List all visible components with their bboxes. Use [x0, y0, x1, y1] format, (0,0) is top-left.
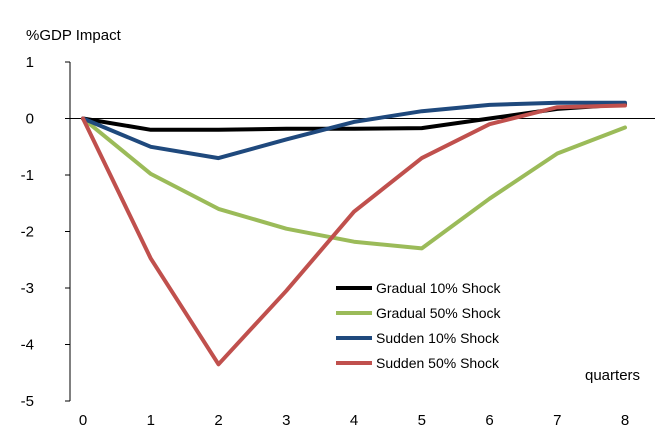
x-tick-label: 7 — [553, 412, 561, 429]
series-line-sudden-50-shock — [81, 103, 627, 367]
legend-label: Sudden 10% Shock — [376, 330, 500, 346]
x-tick-label: 5 — [418, 412, 426, 429]
x-tick-label: 0 — [79, 412, 87, 429]
x-tick-label: 8 — [621, 412, 629, 429]
x-axis-title: quarters — [585, 367, 640, 384]
y-tick-label: 0 — [26, 111, 34, 128]
y-tick-label: -5 — [21, 393, 34, 410]
x-tick-label: 6 — [485, 412, 493, 429]
y-tick-label: -3 — [21, 280, 34, 297]
x-tick-label: 1 — [147, 412, 155, 429]
axes: 1 0 -1 -2 -3 -4 -5 0 1 2 3 4 5 6 7 8 — [21, 54, 655, 429]
x-tick-label: 3 — [282, 412, 290, 429]
series-line-gradual-10-shock — [81, 102, 627, 132]
y-tick-label: -4 — [21, 337, 34, 354]
y-tick-label: -1 — [21, 167, 34, 184]
y-tick-label: 1 — [26, 54, 34, 71]
legend-label: Sudden 50% Shock — [376, 355, 500, 371]
legend: Gradual 10% Shock Gradual 50% Shock Sudden… — [336, 280, 502, 371]
series-line-gradual-50-shock — [81, 116, 627, 251]
legend-label: Gradual 50% Shock — [376, 305, 502, 321]
series-line-sudden-10-shock — [81, 100, 627, 161]
legend-label: Gradual 10% Shock — [376, 280, 502, 296]
x-tick-label: 4 — [350, 412, 358, 429]
y-axis-title: %GDP Impact — [26, 27, 122, 44]
y-tick-label: -2 — [21, 224, 34, 241]
series-layer — [81, 100, 627, 367]
x-tick-label: 2 — [214, 412, 222, 429]
